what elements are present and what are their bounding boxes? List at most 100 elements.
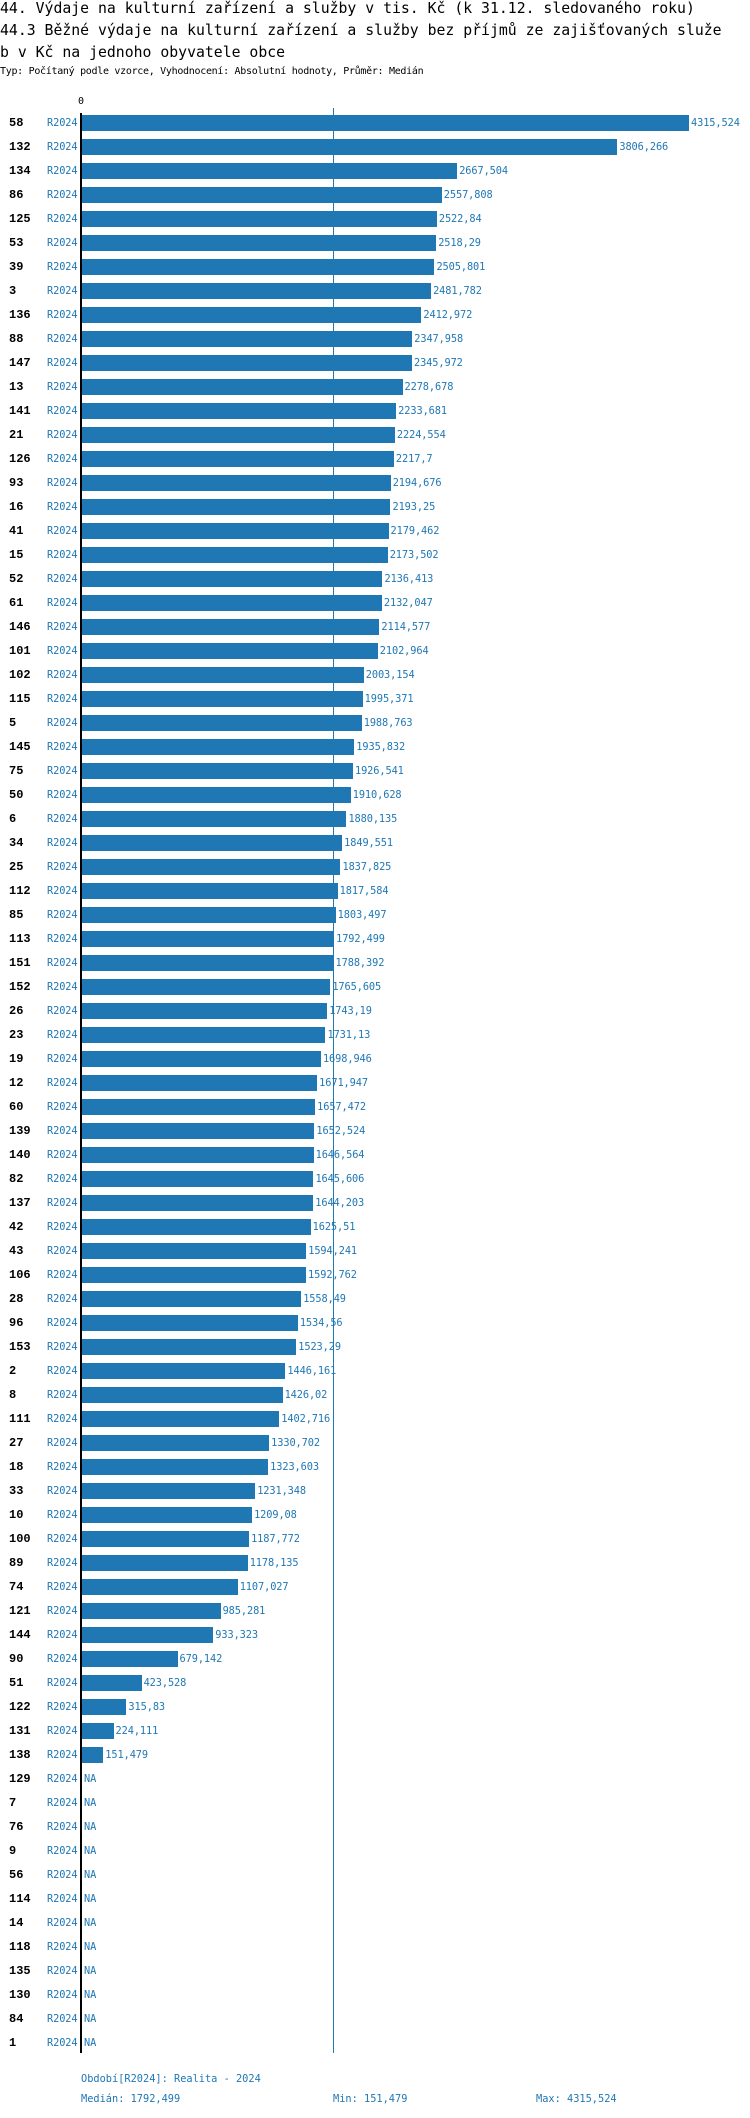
bar-row: 153 R2024 1523,29 bbox=[0, 1335, 750, 1359]
data-label: 1523,29 bbox=[298, 1341, 341, 1353]
row-label: 6 bbox=[9, 812, 17, 826]
bar bbox=[82, 643, 378, 659]
row-period: R2024 bbox=[47, 213, 78, 225]
row-label: 85 bbox=[9, 908, 24, 922]
bar-row: 53 R2024 2518,29 bbox=[0, 231, 750, 255]
bar-row: 15 R2024 2173,502 bbox=[0, 543, 750, 567]
data-label: 1187,772 bbox=[251, 1533, 300, 1545]
data-label: 1671,947 bbox=[319, 1077, 368, 1089]
bar bbox=[82, 1171, 314, 1187]
data-label: 2518,29 bbox=[438, 237, 481, 249]
row-period: R2024 bbox=[47, 1485, 78, 1497]
row-period: R2024 bbox=[47, 1869, 78, 1881]
bar-row: 41 R2024 2179,462 bbox=[0, 519, 750, 543]
bar-row: 18 R2024 1323,603 bbox=[0, 1455, 750, 1479]
row-label: 129 bbox=[9, 1772, 31, 1786]
bar bbox=[82, 979, 331, 995]
row-label: 139 bbox=[9, 1124, 31, 1138]
data-label: 1209,08 bbox=[254, 1509, 297, 1521]
row-label: 14 bbox=[9, 1916, 24, 1930]
bar-row: 10 R2024 1209,08 bbox=[0, 1503, 750, 1527]
bar-row: 34 R2024 1849,551 bbox=[0, 831, 750, 855]
row-period: R2024 bbox=[47, 597, 78, 609]
row-period: R2024 bbox=[47, 1965, 78, 1977]
row-period: R2024 bbox=[47, 525, 78, 537]
bar-row: 140 R2024 1646,564 bbox=[0, 1143, 750, 1167]
data-label: 679,142 bbox=[179, 1653, 223, 1665]
row-label: 144 bbox=[9, 1628, 31, 1642]
row-period: R2024 bbox=[47, 1845, 78, 1857]
bar-row: 141 R2024 2233,681 bbox=[0, 399, 750, 423]
data-label: 2667,504 bbox=[459, 165, 508, 177]
row-label: 16 bbox=[9, 500, 24, 514]
row-label: 13 bbox=[9, 380, 24, 394]
bar-row: 39 R2024 2505,801 bbox=[0, 255, 750, 279]
row-label: 7 bbox=[9, 1796, 17, 1810]
row-period: R2024 bbox=[47, 1053, 78, 1065]
bar-row: 16 R2024 2193,25 bbox=[0, 495, 750, 519]
data-label: 2114,577 bbox=[381, 621, 431, 633]
bar-row: 28 R2024 1558,49 bbox=[0, 1287, 750, 1311]
data-label: 2193,25 bbox=[392, 501, 436, 513]
data-label: 1402,716 bbox=[281, 1413, 331, 1425]
row-label: 147 bbox=[9, 356, 31, 370]
row-period: R2024 bbox=[47, 957, 78, 969]
row-label: 90 bbox=[9, 1652, 24, 1666]
data-label: 1625,51 bbox=[312, 1221, 356, 1233]
row-period: R2024 bbox=[47, 333, 78, 345]
bar-row: 145 R2024 1935,832 bbox=[0, 735, 750, 759]
bar-row: 5 R2024 1988,763 bbox=[0, 711, 750, 735]
bar bbox=[82, 835, 343, 851]
bar bbox=[82, 451, 394, 467]
bar bbox=[82, 307, 422, 323]
bar-row: 136 R2024 2412,972 bbox=[0, 303, 750, 327]
row-period: R2024 bbox=[47, 837, 78, 849]
bar bbox=[82, 715, 362, 731]
row-label: 84 bbox=[9, 2012, 24, 2026]
row-label: 100 bbox=[9, 1532, 31, 1546]
bar-row: 135 R2024 NA bbox=[0, 1959, 750, 1983]
row-period: R2024 bbox=[47, 981, 78, 993]
row-period: R2024 bbox=[47, 141, 78, 153]
data-label: 3806,266 bbox=[619, 141, 669, 153]
row-period: R2024 bbox=[47, 1773, 78, 1785]
data-label: 2347,958 bbox=[414, 333, 464, 345]
data-label: 1935,832 bbox=[356, 741, 406, 753]
bar-row: 23 R2024 1731,13 bbox=[0, 1023, 750, 1047]
bar-row: 33 R2024 1231,348 bbox=[0, 1479, 750, 1503]
bar-row: 90 R2024 679,142 bbox=[0, 1647, 750, 1671]
row-label: 132 bbox=[9, 140, 31, 154]
data-label: 985,281 bbox=[222, 1605, 266, 1617]
bar-row: 126 R2024 2217,7 bbox=[0, 447, 750, 471]
row-period: R2024 bbox=[47, 501, 78, 513]
data-label: 2102,964 bbox=[379, 645, 429, 657]
bar-row: 19 R2024 1698,946 bbox=[0, 1047, 750, 1071]
row-label: 126 bbox=[9, 452, 31, 466]
bar bbox=[82, 499, 391, 515]
bar-row: 146 R2024 2114,577 bbox=[0, 615, 750, 639]
row-label: 152 bbox=[9, 980, 31, 994]
data-label: 1107,027 bbox=[239, 1581, 289, 1593]
chart-subtitle-line2: b v Kč na jednoho obyvatele obce bbox=[0, 44, 286, 61]
bar-row: 102 R2024 2003,154 bbox=[0, 663, 750, 687]
bar bbox=[82, 931, 335, 947]
bar-row: 113 R2024 1792,499 bbox=[0, 927, 750, 951]
bar-row: 100 R2024 1187,772 bbox=[0, 1527, 750, 1551]
bar bbox=[82, 1027, 326, 1043]
bar bbox=[82, 1075, 318, 1091]
row-period: R2024 bbox=[47, 1821, 78, 1833]
data-label: 423,528 bbox=[143, 1677, 187, 1689]
bar-row: 52 R2024 2136,413 bbox=[0, 567, 750, 591]
data-label: 1837,825 bbox=[342, 861, 392, 873]
bar bbox=[82, 1219, 311, 1235]
row-period: R2024 bbox=[47, 741, 78, 753]
data-label: 1178,135 bbox=[249, 1557, 299, 1569]
bar-row: 7 R2024 NA bbox=[0, 1791, 750, 1815]
row-period: R2024 bbox=[47, 1509, 78, 1521]
bar bbox=[82, 235, 437, 251]
row-label: 43 bbox=[9, 1244, 24, 1258]
bar bbox=[82, 619, 380, 635]
bar-row: 42 R2024 1625,51 bbox=[0, 1215, 750, 1239]
row-label: 25 bbox=[9, 860, 24, 874]
row-label: 61 bbox=[9, 596, 24, 610]
